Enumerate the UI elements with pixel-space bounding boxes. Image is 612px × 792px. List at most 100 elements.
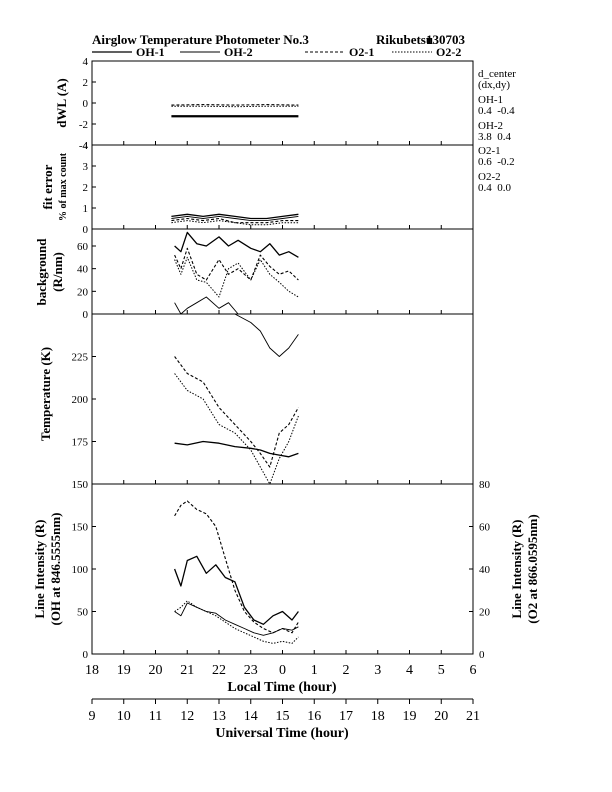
side-info-header-line1: d_center bbox=[478, 68, 516, 80]
ytick-label-temperature-0: 150 bbox=[72, 479, 89, 491]
xtick-label-universal-11: 20 bbox=[434, 709, 448, 724]
xtick-label-universal-2: 11 bbox=[149, 709, 162, 724]
y2tick-label-intensity-4: 80 bbox=[479, 479, 491, 491]
side-info-o22-label: O2-2 bbox=[478, 171, 501, 183]
legend-label-oh1: OH-1 bbox=[136, 45, 165, 59]
series-line-fit-oh2 bbox=[171, 215, 299, 222]
xtick-label-local-12: 6 bbox=[470, 663, 477, 678]
xtick-label-local-10: 4 bbox=[406, 663, 413, 678]
side-info-header-line2: (dx,dy) bbox=[478, 79, 510, 91]
x-tick-layer: 18 19 20 21 22 23 0 1 2 3 4 5 69 10 11 12 13 14 15 16 17 18 19… bbox=[85, 141, 480, 724]
legend-label-o21: O2-1 bbox=[349, 45, 374, 59]
chart-panels bbox=[91, 60, 474, 655]
ytick-label-fit-4: 4 bbox=[83, 140, 89, 152]
series-line-temperature-o22 bbox=[174, 373, 299, 485]
xtick-label-local-11: 5 bbox=[438, 663, 445, 678]
series-line-temperature-oh2 bbox=[219, 313, 299, 357]
xtick-label-universal-9: 18 bbox=[371, 709, 385, 724]
series-layer bbox=[171, 104, 299, 644]
xtick-label-universal-4: 13 bbox=[212, 709, 226, 724]
y-axis-labels: dWL (A) fit error % of max count backgro… bbox=[32, 78, 540, 625]
series-line-intensity-oh1 bbox=[173, 555, 299, 625]
ytick-label-fit-2: 2 bbox=[83, 182, 89, 194]
y2tick-label-intensity-3: 60 bbox=[479, 522, 491, 534]
series-line-dwl-o22 bbox=[171, 105, 299, 108]
xtick-label-universal-0: 9 bbox=[89, 709, 96, 724]
side-info-o21-value: 0.6 -0.2 bbox=[478, 156, 515, 168]
y-tick-layer: -4-2024012340204060150175200225050100150… bbox=[72, 56, 491, 661]
legend-label-oh2: OH-2 bbox=[224, 45, 253, 59]
side-info-o21-label: O2-1 bbox=[478, 145, 501, 157]
ytick-label-dwl-0: -4 bbox=[79, 140, 89, 152]
legend: OH-1 OH-2 O2-1 O2-2 bbox=[92, 45, 461, 59]
xtick-label-universal-6: 15 bbox=[276, 709, 290, 724]
ylabel-intensity-line1: Line Intensity (R) bbox=[32, 520, 47, 619]
xtick-label-local-8: 2 bbox=[343, 663, 350, 678]
ylabel-fit-line2: % of max count bbox=[58, 152, 69, 221]
xtick-label-universal-7: 16 bbox=[307, 709, 321, 724]
x-axis-label-local: Local Time (hour) bbox=[227, 680, 336, 695]
title-instrument: Airglow Temperature Photometer No.3 bbox=[92, 32, 309, 47]
ylabel-fit-line1: fit error bbox=[40, 164, 55, 209]
ylabel-intensity-line2: (OH at 846.5555nm) bbox=[48, 512, 63, 625]
ytick-label-dwl-4: 4 bbox=[83, 56, 89, 68]
xtick-label-local-2: 20 bbox=[149, 663, 163, 678]
ytick-label-background-3: 60 bbox=[77, 241, 89, 253]
ylabel-temperature: Temperature (K) bbox=[38, 347, 53, 441]
xtick-label-universal-3: 12 bbox=[180, 709, 194, 724]
ytick-label-dwl-1: -2 bbox=[79, 119, 88, 131]
series-line-intensity-oh2 bbox=[174, 602, 299, 636]
title-station: Rikubetsu bbox=[376, 32, 433, 47]
xtick-label-local-3: 21 bbox=[180, 663, 194, 678]
ytick-label-intensity-3: 150 bbox=[72, 522, 89, 534]
series-line-dwl-o21 bbox=[171, 104, 299, 106]
ytick-label-intensity-0: 0 bbox=[83, 649, 89, 661]
ylabel-dwl: dWL (A) bbox=[54, 78, 69, 127]
xtick-label-local-4: 22 bbox=[212, 663, 226, 678]
ytick-label-fit-3: 3 bbox=[83, 161, 89, 173]
panel-frame-temperature bbox=[91, 313, 474, 485]
ytick-label-background-0: 0 bbox=[83, 309, 89, 321]
legend-label-o22: O2-2 bbox=[436, 45, 461, 59]
ylabel-intensity-right-line2: (O2 at 866.0595nm) bbox=[525, 514, 540, 623]
title-date: 130703 bbox=[426, 32, 466, 47]
ytick-label-temperature-3: 225 bbox=[72, 352, 89, 364]
ytick-label-background-2: 40 bbox=[77, 264, 89, 276]
xtick-label-universal-8: 17 bbox=[339, 709, 353, 724]
series-line-temperature-oh1 bbox=[174, 440, 299, 458]
ytick-label-fit-1: 1 bbox=[83, 203, 89, 215]
x-axis-label-universal: Universal Time (hour) bbox=[215, 726, 349, 741]
panel-frame-background bbox=[91, 228, 474, 315]
side-info-oh2-value: 3.8 0.4 bbox=[478, 131, 512, 143]
xtick-label-universal-1: 10 bbox=[117, 709, 131, 724]
ytick-label-intensity-1: 50 bbox=[77, 607, 89, 619]
xtick-label-local-0: 18 bbox=[85, 663, 99, 678]
xtick-label-local-7: 1 bbox=[311, 663, 318, 678]
y2tick-label-intensity-0: 0 bbox=[479, 649, 485, 661]
series-line-fit-oh1 bbox=[171, 213, 299, 220]
series-line-intensity-o22 bbox=[174, 600, 299, 644]
ytick-label-temperature-2: 200 bbox=[72, 394, 89, 406]
side-info-oh2-label: OH-2 bbox=[478, 120, 503, 132]
ytick-label-intensity-2: 100 bbox=[72, 564, 89, 576]
xtick-label-universal-5: 14 bbox=[244, 709, 258, 724]
side-info: d_center (dx,dy) OH-1 0.4 -0.4 OH-2 3.8 … bbox=[478, 68, 516, 194]
ylabel-background-line1: background bbox=[34, 238, 49, 306]
series-line-background-oh1 bbox=[174, 231, 299, 258]
y2tick-label-intensity-2: 40 bbox=[479, 564, 491, 576]
series-line-background-o22 bbox=[174, 256, 299, 298]
figure-title: Airglow Temperature Photometer No.3 Riku… bbox=[92, 32, 466, 47]
side-info-oh1-value: 0.4 -0.4 bbox=[478, 105, 515, 117]
series-line-temperature-o21 bbox=[174, 356, 299, 468]
series-line-fit-o22 bbox=[171, 220, 299, 226]
xtick-label-local-1: 19 bbox=[117, 663, 131, 678]
side-info-oh1-label: OH-1 bbox=[478, 94, 503, 106]
series-line-intensity-o21 bbox=[174, 500, 299, 634]
series-line-background-o21 bbox=[174, 247, 299, 281]
ylabel-intensity-right-line1: Line Intensity (R) bbox=[509, 520, 524, 619]
xtick-label-local-9: 3 bbox=[374, 663, 381, 678]
ytick-label-temperature-1: 175 bbox=[72, 437, 89, 449]
side-info-o22-value: 0.4 0.0 bbox=[478, 182, 512, 194]
xtick-label-universal-12: 21 bbox=[466, 709, 480, 724]
